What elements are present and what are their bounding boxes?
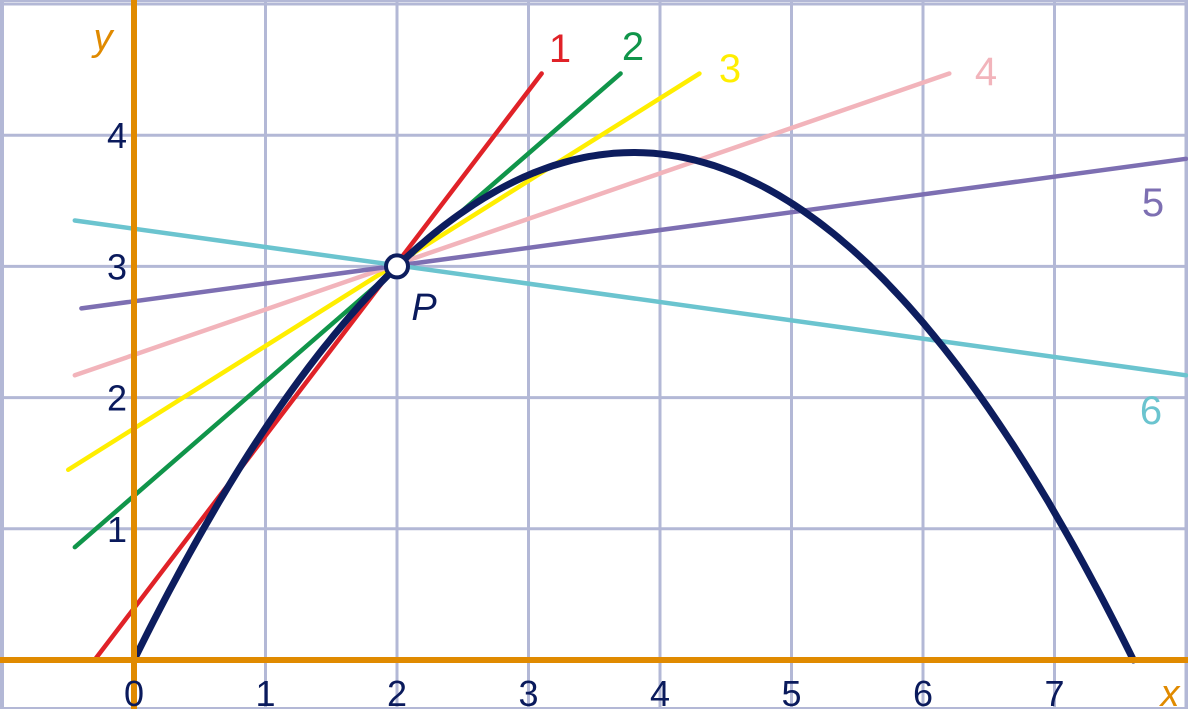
series-label-2: 2 [622, 25, 644, 69]
tangent-lines [66, 71, 1188, 663]
series-line-4 [72, 71, 952, 378]
x-tick-label: 3 [518, 673, 538, 709]
point-group: P [384, 253, 437, 329]
y-tick-label: 2 [107, 378, 127, 419]
x-tick-label: 6 [913, 673, 933, 709]
y-tick-label: 3 [107, 246, 127, 287]
point-label: P [411, 287, 437, 329]
series-line-2 [72, 71, 623, 550]
x-tick-label: 7 [1044, 673, 1064, 709]
series-line-6 [72, 218, 1188, 378]
series-label-1: 1 [549, 27, 571, 71]
x-tick-label: 4 [650, 673, 670, 709]
series-label-6: 6 [1140, 389, 1162, 433]
x-tick-label: 0 [124, 673, 144, 709]
series-line-3 [66, 71, 702, 473]
x-tick-label: 1 [255, 673, 275, 709]
y-tick-label: 1 [107, 509, 127, 550]
series-label-3: 3 [719, 47, 741, 91]
tick-labels: 0 1 2 3 4 5 6 7 1 2 3 4 x y [91, 17, 1182, 709]
x-axis-label: x [1159, 673, 1182, 709]
series-label-4: 4 [975, 50, 997, 94]
series-line-1 [92, 71, 544, 663]
curve [130, 148, 1137, 664]
x-tick-label: 2 [387, 673, 407, 709]
x-tick-label: 5 [781, 673, 801, 709]
series-label-5: 5 [1142, 181, 1164, 225]
curve-group [130, 148, 1137, 664]
series-labels: 1 2 3 4 5 6 [549, 25, 1164, 433]
series-line-5 [79, 156, 1188, 311]
y-tick-label: 4 [107, 115, 127, 156]
point-marker [384, 253, 410, 280]
y-axis-label: y [91, 17, 115, 59]
